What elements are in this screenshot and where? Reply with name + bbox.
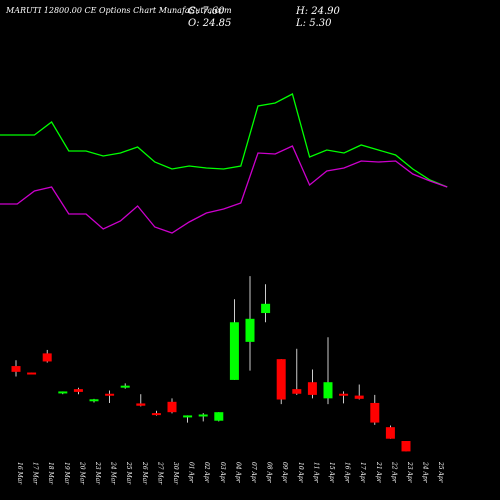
candle-down bbox=[385, 427, 395, 439]
candle-up bbox=[261, 303, 271, 314]
x-tick-label: 11 Apr bbox=[312, 462, 319, 484]
candle-up bbox=[89, 399, 99, 402]
candle-down bbox=[401, 441, 411, 452]
x-tick-label: 18 Mar bbox=[47, 462, 54, 485]
candle-down bbox=[167, 401, 177, 413]
low-value: L: 5.30 bbox=[296, 18, 332, 29]
candle-down bbox=[307, 382, 317, 395]
x-tick-label: 24 Mar bbox=[110, 461, 117, 485]
x-tick-label: 07 Apr bbox=[250, 462, 257, 484]
x-tick-label: 09 Apr bbox=[281, 462, 288, 484]
x-tick-label: 30 Mar bbox=[172, 462, 179, 485]
candle-up bbox=[323, 382, 333, 399]
magenta-indicator-line bbox=[0, 145, 448, 234]
candle-up bbox=[214, 412, 224, 421]
green-indicator-line bbox=[0, 93, 448, 188]
candle-up bbox=[120, 385, 130, 388]
candle-down bbox=[11, 366, 21, 372]
x-tick-label: 23 Apr bbox=[406, 461, 413, 484]
x-tick-label: 22 Apr bbox=[390, 461, 397, 484]
candle-down bbox=[42, 353, 52, 362]
candle-up bbox=[229, 322, 239, 380]
x-tick-label: 02 Apr bbox=[203, 462, 210, 484]
high-value: H: 24.90 bbox=[296, 6, 340, 17]
x-tick-label: 17 Mar bbox=[32, 462, 39, 485]
x-tick-label: 20 Mar bbox=[78, 461, 85, 485]
x-tick-label: 16 Apr bbox=[344, 462, 351, 484]
candle-down bbox=[292, 389, 302, 394]
x-tick-label: 17 Apr bbox=[359, 462, 366, 484]
candle-down bbox=[151, 413, 161, 416]
candle-up bbox=[183, 415, 193, 418]
x-tick-label: 23 Mar bbox=[94, 461, 101, 485]
x-tick-label: 26 Mar bbox=[141, 461, 148, 485]
candle-up bbox=[58, 391, 68, 394]
x-tick-label: 21 Apr bbox=[375, 461, 382, 484]
x-tick-label: 01 Apr bbox=[188, 462, 195, 484]
x-tick-label: 16 Mar bbox=[16, 462, 23, 485]
x-tick-label: 03 Apr bbox=[219, 462, 226, 484]
candle-down bbox=[370, 402, 380, 423]
candle-down bbox=[354, 395, 364, 399]
x-tick-label: 25 Apr bbox=[437, 461, 444, 484]
x-tick-label: 15 Apr bbox=[328, 462, 335, 484]
candle-down bbox=[105, 393, 115, 396]
candle-down bbox=[136, 403, 146, 406]
x-tick-label: 08 Apr bbox=[266, 462, 273, 484]
candle-down bbox=[339, 393, 349, 396]
x-tick-label: 25 Mar bbox=[125, 461, 132, 485]
x-tick-label: 04 Apr bbox=[234, 462, 241, 484]
candle-down bbox=[73, 389, 83, 392]
open-value: O: 24.85 bbox=[188, 18, 232, 29]
x-tick-label: 27 Mar bbox=[156, 461, 163, 485]
candle-down bbox=[276, 359, 286, 400]
candle-down bbox=[27, 372, 37, 375]
candle-up bbox=[245, 318, 255, 342]
candle-up bbox=[198, 414, 208, 417]
x-tick-label: 10 Apr bbox=[297, 462, 304, 484]
x-tick-label: 19 Mar bbox=[63, 462, 70, 485]
x-tick-label: 24 Apr bbox=[422, 461, 429, 484]
chart-title: MARUTI 12800.00 CE Options Chart MunafaS… bbox=[6, 6, 232, 15]
close-value: C: 7.60 bbox=[188, 6, 225, 17]
